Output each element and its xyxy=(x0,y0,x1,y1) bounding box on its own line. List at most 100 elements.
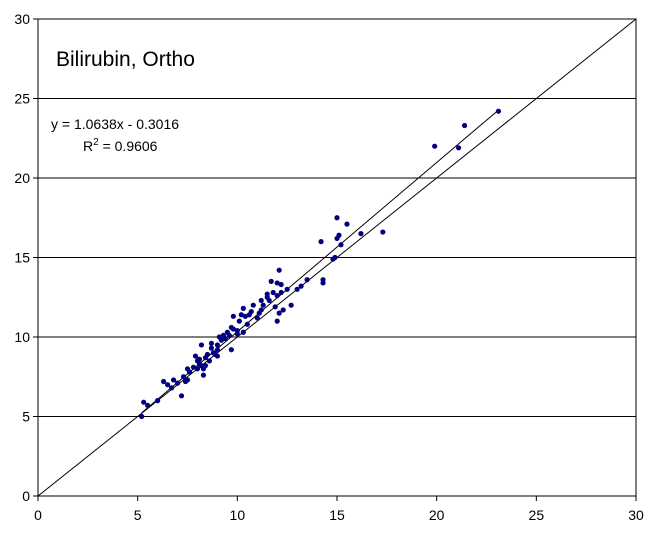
data-point xyxy=(264,294,270,300)
data-point xyxy=(141,399,147,405)
y-tick-label: 10 xyxy=(14,329,30,345)
data-point xyxy=(260,302,266,308)
data-point xyxy=(274,280,280,286)
data-point xyxy=(461,122,468,129)
data-point xyxy=(278,281,284,288)
data-point xyxy=(139,413,145,420)
data-point xyxy=(170,377,177,383)
data-point xyxy=(208,340,215,346)
data-point xyxy=(198,342,205,348)
data-point xyxy=(250,302,256,308)
data-point xyxy=(272,304,278,310)
data-point xyxy=(334,215,340,221)
x-tick-label: 15 xyxy=(329,507,345,523)
data-point xyxy=(240,305,246,311)
data-point xyxy=(318,239,324,245)
data-point xyxy=(145,402,151,408)
data-point xyxy=(258,297,264,304)
axes xyxy=(33,18,637,501)
data-point xyxy=(344,221,350,227)
y-tick-label: 5 xyxy=(22,409,30,425)
data-point xyxy=(164,382,171,388)
data-point xyxy=(180,374,187,380)
data-point xyxy=(274,293,280,299)
y-tick-label: 20 xyxy=(14,170,30,186)
y-tick-label: 30 xyxy=(14,11,30,27)
r-squared-symbol: R xyxy=(83,138,93,154)
data-point xyxy=(380,229,386,235)
data-point xyxy=(204,351,211,358)
x-tick-label: 25 xyxy=(529,507,545,523)
data-point xyxy=(242,313,248,319)
data-point xyxy=(244,321,250,327)
data-point xyxy=(218,337,224,343)
data-point xyxy=(155,398,161,404)
r-squared-superscript: 2 xyxy=(93,137,99,148)
data-point xyxy=(455,145,462,151)
data-point xyxy=(174,380,181,386)
data-point xyxy=(258,307,264,313)
data-points xyxy=(139,108,502,420)
data-point xyxy=(238,312,244,318)
x-tick-label: 0 xyxy=(34,507,42,523)
data-point xyxy=(274,318,280,324)
data-point xyxy=(284,286,290,292)
data-point xyxy=(160,378,167,385)
data-point xyxy=(280,307,286,313)
data-point xyxy=(228,347,234,353)
data-point xyxy=(234,328,240,334)
data-point xyxy=(184,377,191,383)
y-tick-label: 15 xyxy=(14,250,30,266)
data-point xyxy=(294,286,300,292)
data-point xyxy=(214,342,220,348)
x-tick-label: 5 xyxy=(134,507,142,523)
data-point xyxy=(276,267,282,273)
data-point xyxy=(228,324,234,331)
chart-title: Bilirubin, Ortho xyxy=(56,48,195,71)
data-point xyxy=(304,277,310,283)
trendline-equation: y = 1.0638x - 0.3016 xyxy=(51,116,179,132)
data-point xyxy=(270,289,276,296)
data-point xyxy=(196,356,203,362)
data-point xyxy=(194,366,201,372)
data-point xyxy=(226,332,232,339)
data-point xyxy=(178,393,185,399)
data-point xyxy=(236,318,242,324)
data-point xyxy=(276,310,282,316)
data-point xyxy=(190,364,197,370)
data-point xyxy=(320,280,326,286)
data-point xyxy=(254,315,260,321)
data-point xyxy=(206,358,213,364)
data-point xyxy=(192,353,199,359)
data-point xyxy=(268,278,274,284)
data-point xyxy=(288,302,294,308)
data-point xyxy=(186,369,193,375)
data-point xyxy=(202,363,209,369)
data-point xyxy=(358,231,364,237)
x-tick-label: 10 xyxy=(230,507,246,523)
data-point xyxy=(222,335,228,342)
data-point xyxy=(278,289,284,296)
r-squared-label: R2 = 0.9606 xyxy=(83,137,158,154)
r-squared-value: = 0.9606 xyxy=(99,138,158,154)
data-point xyxy=(338,242,344,248)
data-point xyxy=(230,313,236,319)
data-point xyxy=(214,347,220,353)
data-point xyxy=(168,385,175,391)
x-tick-label: 20 xyxy=(429,507,445,523)
data-point xyxy=(298,283,304,289)
data-point xyxy=(432,143,438,149)
data-point xyxy=(248,308,254,315)
data-point xyxy=(240,329,246,335)
data-point xyxy=(495,108,502,114)
y-tick-label: 25 xyxy=(14,91,30,107)
y-tick-label: 0 xyxy=(22,488,30,504)
data-point xyxy=(332,254,338,261)
data-point xyxy=(200,372,207,378)
data-point xyxy=(208,345,215,351)
data-point xyxy=(214,353,220,359)
x-tick-label: 30 xyxy=(628,507,644,523)
tick-labels: 0 5 10 15 20 25 30 0 5 10 15 20 25 30 xyxy=(14,11,644,523)
